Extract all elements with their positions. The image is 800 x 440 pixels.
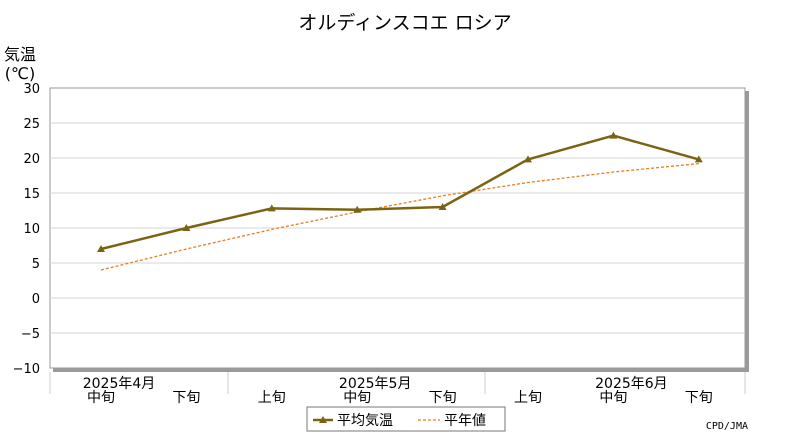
plot-area-shadow	[53, 91, 749, 372]
legend: 平均気温 平年値	[306, 406, 506, 432]
grid-lines	[50, 122, 745, 334]
month-label-0: 2025年4月	[83, 376, 156, 392]
x-tick-label-3: 中旬	[343, 390, 371, 406]
legend-box	[306, 406, 506, 432]
x-tick-label-5: 上旬	[514, 390, 542, 406]
x-tick-label-1: 下旬	[172, 390, 200, 406]
plot-shadow-bottom	[53, 368, 749, 372]
legend-label-avg: 平均気温	[337, 413, 393, 429]
y-tick-label-0: 30	[23, 82, 40, 97]
month-label-1: 2025年5月	[339, 376, 412, 392]
series-line-0	[100, 134, 700, 251]
series-layer	[97, 131, 703, 271]
y-tick-labels: 30 25 20 15 10 5 0 −5 −10	[13, 82, 40, 377]
x-tick-label-0: 中旬	[87, 390, 115, 406]
y-tick-label-1: 25	[23, 117, 40, 132]
series-0-point-3	[353, 205, 362, 213]
x-tick-label-6: 中旬	[599, 390, 627, 406]
y-axis-label-line2: (℃)	[5, 64, 35, 83]
series-0-point-5	[524, 155, 532, 163]
legend-label-normal: 平年値	[444, 413, 486, 429]
series-0-point-4	[438, 203, 447, 210]
x-axis: 中旬 下旬 上旬 中旬 下旬 上旬 中旬 下旬 2025年4月 2025年5月 2025年6月	[49, 367, 746, 406]
month-label-2: 2025年6月	[595, 376, 668, 392]
series-0-point-6	[609, 131, 618, 139]
y-tick-label-8: −10	[13, 362, 40, 377]
chart-title: オルディンスコエ ロシア	[298, 12, 511, 34]
y-tick-label-4: 10	[23, 222, 40, 237]
series-0-point-7	[694, 155, 703, 163]
series-0-point-1	[182, 224, 191, 231]
x-tick-label-7: 下旬	[685, 390, 713, 406]
y-tick-label-3: 15	[23, 187, 40, 202]
legend-marker-avg	[319, 416, 327, 423]
series-line-1	[100, 162, 699, 271]
y-tick-label-2: 20	[23, 152, 40, 167]
x-tick-label-4: 下旬	[429, 390, 457, 406]
y-tick-label-7: −5	[21, 327, 40, 342]
credit-label: CPD/JMA	[706, 421, 748, 432]
y-tick-label-6: 0	[32, 292, 40, 307]
series-0-point-0	[97, 245, 105, 252]
plot-shadow-right	[745, 91, 749, 371]
y-tick-label-5: 5	[32, 257, 40, 272]
series-0-point-2	[267, 204, 276, 212]
x-tick-label-2: 上旬	[258, 390, 286, 406]
y-axis-label-line1: 気温	[4, 45, 36, 64]
